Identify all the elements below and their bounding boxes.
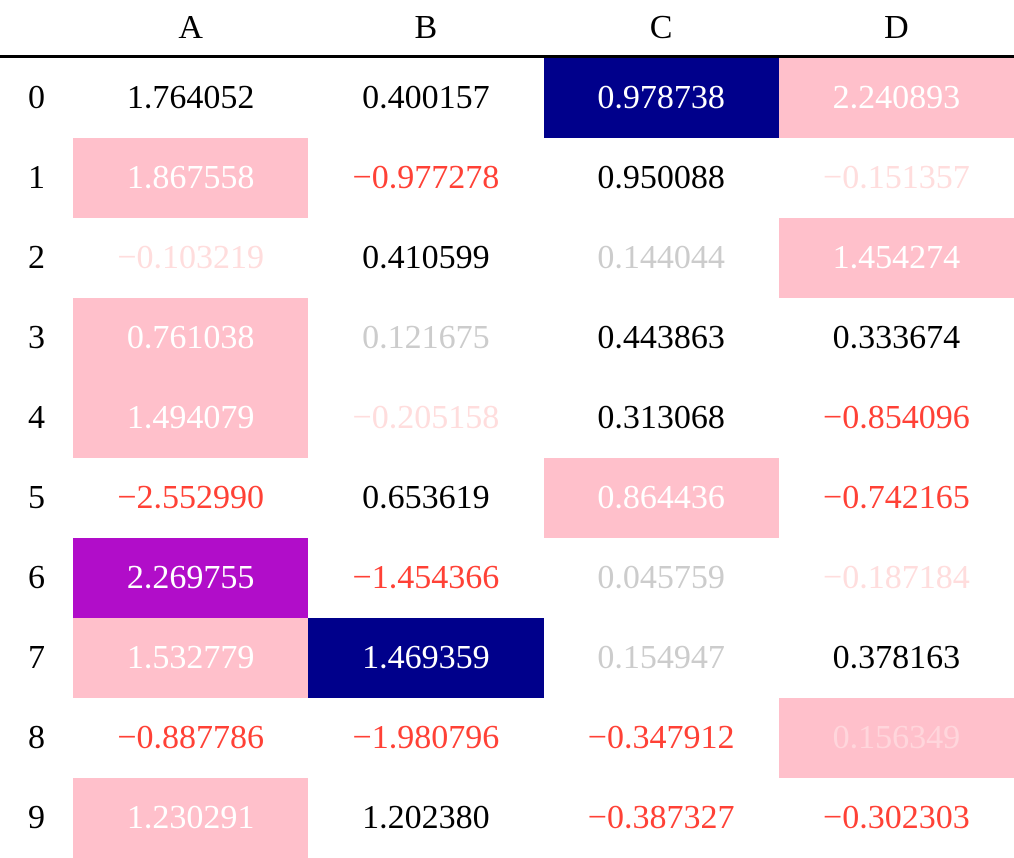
row-index: 3 <box>28 319 45 356</box>
column-header-D: D <box>778 0 1014 58</box>
cell-C-1: 0.950088 <box>543 138 779 218</box>
cell-D-0: 2.240893 <box>778 56 1014 138</box>
row-index: 9 <box>28 799 45 836</box>
cell-A-0: 1.764052 <box>73 56 309 138</box>
column-header-C: C <box>543 0 779 58</box>
table-row: 5 −2.552990 0.653619 0.864436 −0.742165 <box>0 458 1014 538</box>
cell-A-3: 0.761038 <box>73 298 309 378</box>
cell-D-6: −0.187184 <box>778 538 1014 618</box>
column-header-A: A <box>73 0 309 58</box>
cell-B-6: −1.454366 <box>308 538 544 618</box>
column-header-B: B <box>308 0 544 58</box>
table-row: 7 1.532779 1.469359 0.154947 0.378163 <box>0 618 1014 698</box>
row-index: 2 <box>28 239 45 276</box>
cell-A-6: 2.269755 <box>73 538 309 618</box>
cell-B-2: 0.410599 <box>308 218 544 298</box>
cell-A-2: −0.103219 <box>73 218 309 298</box>
cell-D-9: −0.302303 <box>778 778 1014 858</box>
cell-C-2: 0.144044 <box>543 218 779 298</box>
cell-C-7: 0.154947 <box>543 618 779 698</box>
cell-A-5: −2.552990 <box>73 458 309 538</box>
cell-C-4: 0.313068 <box>543 378 779 458</box>
table-row: 8 −0.887786 −1.980796 −0.347912 0.156349 <box>0 698 1014 778</box>
row-index: 8 <box>28 719 45 756</box>
cell-C-8: −0.347912 <box>543 698 779 778</box>
cell-A-7: 1.532779 <box>73 618 309 698</box>
index-header <box>0 0 74 58</box>
table-body: 0 1.764052 0.400157 0.978738 2.240893 1 1.8675… <box>0 56 1014 858</box>
cell-B-1: −0.977278 <box>308 138 544 218</box>
cell-D-7: 0.378163 <box>778 618 1014 698</box>
row-index: 1 <box>28 159 45 196</box>
cell-B-9: 1.202380 <box>308 778 544 858</box>
row-index: 5 <box>28 479 45 516</box>
cell-D-8: 0.156349 <box>778 698 1014 778</box>
table-row: 1 1.867558 −0.977278 0.950088 −0.151357 <box>0 138 1014 218</box>
table-row: 9 1.230291 1.202380 −0.387327 −0.302303 <box>0 778 1014 858</box>
cell-D-1: −0.151357 <box>778 138 1014 218</box>
cell-C-5: 0.864436 <box>543 458 779 538</box>
row-index: 0 <box>28 79 45 116</box>
cell-C-9: −0.387327 <box>543 778 779 858</box>
table-row: 2 −0.103219 0.410599 0.144044 1.454274 <box>0 218 1014 298</box>
cell-D-2: 1.454274 <box>778 218 1014 298</box>
cell-A-4: 1.494079 <box>73 378 309 458</box>
cell-B-7: 1.469359 <box>308 618 544 698</box>
cell-A-1: 1.867558 <box>73 138 309 218</box>
table-row: 4 1.494079 −0.205158 0.313068 −0.854096 <box>0 378 1014 458</box>
row-index: 6 <box>28 559 45 596</box>
cell-A-8: −0.887786 <box>73 698 309 778</box>
cell-D-4: −0.854096 <box>778 378 1014 458</box>
row-index: 4 <box>28 399 45 436</box>
cell-C-0: 0.978738 <box>543 56 779 138</box>
cell-B-4: −0.205158 <box>308 378 544 458</box>
cell-C-6: 0.045759 <box>543 538 779 618</box>
table-row: 6 2.269755 −1.454366 0.045759 −0.187184 <box>0 538 1014 618</box>
cell-C-3: 0.443863 <box>543 298 779 378</box>
cell-B-3: 0.121675 <box>308 298 544 378</box>
cell-B-5: 0.653619 <box>308 458 544 538</box>
cell-D-3: 0.333674 <box>778 298 1014 378</box>
cell-B-0: 0.400157 <box>308 56 544 138</box>
cell-A-9: 1.230291 <box>73 778 309 858</box>
table-row: 3 0.761038 0.121675 0.443863 0.333674 <box>0 298 1014 378</box>
table-row: 0 1.764052 0.400157 0.978738 2.240893 <box>0 56 1014 138</box>
row-index: 7 <box>28 639 45 676</box>
cell-B-8: −1.980796 <box>308 698 544 778</box>
cell-D-5: −0.742165 <box>778 458 1014 538</box>
